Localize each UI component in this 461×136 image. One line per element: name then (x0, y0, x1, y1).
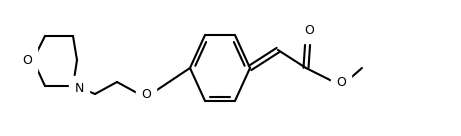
Text: O: O (22, 53, 32, 67)
Text: N: N (74, 81, 84, 95)
Text: O: O (304, 24, 314, 38)
Text: O: O (336, 75, 346, 89)
Text: O: O (141, 89, 151, 101)
